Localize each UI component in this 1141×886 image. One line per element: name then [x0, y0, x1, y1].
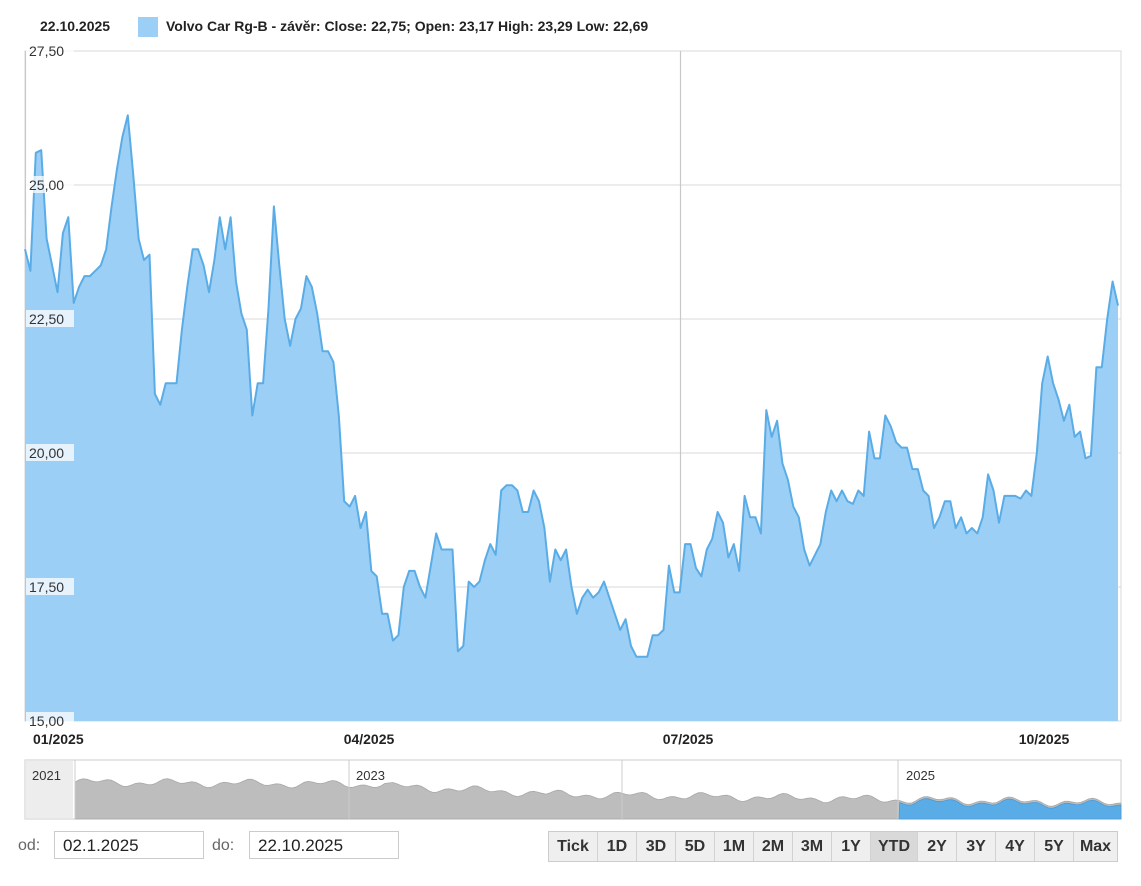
y-tick-bg: [26, 712, 74, 729]
zoom-button-1d[interactable]: 1D: [597, 832, 636, 861]
legend-series-info[interactable]: Volvo Car Rg-B - závěr: Close: 22,75; Op…: [166, 18, 648, 34]
y-tick-bg: [26, 176, 74, 193]
x-tick-label: 10/2025: [1019, 731, 1070, 747]
to-label: do:: [212, 837, 235, 854]
navigator-year-label: 2025: [906, 768, 935, 783]
price-area-fill: [25, 115, 1118, 722]
y-tick-label: 20,00: [29, 445, 64, 461]
x-tick-label: 01/2025: [33, 731, 84, 747]
navigator-series: [74, 778, 1122, 820]
zoom-button-4y[interactable]: 4Y: [995, 832, 1034, 861]
x-axis: 01/2025 04/2025 07/2025 10/2025: [33, 731, 1070, 747]
zoom-button-5d[interactable]: 5D: [675, 832, 714, 861]
zoom-buttons: Tick 1D 3D 5D 1M 2M 3M 1Y YTD 2Y 3Y 4Y 5Y Max: [548, 831, 1118, 862]
zoom-button-3y[interactable]: 3Y: [956, 832, 995, 861]
zoom-button-1m[interactable]: 1M: [714, 832, 753, 861]
zoom-button-tick[interactable]: Tick: [557, 838, 589, 855]
legend-series-name: Volvo Car Rg-B - závěr:: [166, 18, 321, 34]
y-tick-bg: [26, 42, 74, 59]
to-date-input[interactable]: 22.10.2025: [249, 831, 399, 859]
zoom-button-3m[interactable]: 3M: [792, 832, 831, 861]
price-line: [24, 114, 1119, 658]
price-chart[interactable]: 15,00 17,50 20,00 22,50 25,00 27,50 01/2025 04…: [0, 0, 1141, 822]
x-tick-label: 04/2025: [344, 731, 395, 747]
navigator-mask-left: [25, 760, 73, 819]
from-date-input[interactable]: 02.1.2025: [54, 831, 204, 859]
y-tick-bg: [26, 444, 74, 461]
y-tick-label: 25,00: [29, 177, 64, 193]
zoom-button-2y[interactable]: 2Y: [917, 832, 956, 861]
navigator-year-label: 2023: [356, 768, 385, 783]
y-tick-bg: [26, 578, 74, 595]
from-label: od:: [18, 837, 41, 854]
navigator[interactable]: 2021 2023 2025: [24, 759, 1122, 820]
y-axis: 15,00 17,50 20,00 22,50 25,00 27,50: [26, 42, 74, 729]
y-tick-label: 22,50: [29, 311, 64, 327]
legend-date: 22.10.2025: [40, 18, 111, 34]
x-tick-label: 07/2025: [663, 731, 714, 747]
zoom-button-2m[interactable]: 2M: [753, 832, 792, 861]
zoom-button-3d[interactable]: 3D: [636, 832, 675, 861]
y-tick-label: 27,50: [29, 43, 64, 59]
zoom-button-5y[interactable]: 5Y: [1034, 832, 1073, 861]
y-tick-label: 15,00: [29, 713, 64, 729]
zoom-button-ytd[interactable]: YTD: [870, 832, 917, 861]
navigator-year-label: 2021: [32, 768, 61, 783]
y-tick-label: 17,50: [29, 579, 64, 595]
legend-low: Low: 22,69: [576, 18, 649, 34]
zoom-button-1y[interactable]: 1Y: [831, 832, 870, 861]
legend-close: Close: 22,75;: [324, 18, 411, 34]
y-tick-bg: [26, 310, 74, 327]
chart-plot-area: [24, 114, 1119, 722]
legend-open: Open: 23,17: [414, 18, 495, 34]
zoom-button-max[interactable]: Max: [1073, 832, 1117, 861]
legend-high: High: 23,29: [497, 18, 573, 34]
navigator-selected-series: [898, 798, 1122, 820]
legend-swatch[interactable]: [138, 17, 158, 37]
range-selector: od: 02.1.2025 do: 22.10.2025 Tick 1D 3D 5D 1…: [0, 829, 1141, 865]
